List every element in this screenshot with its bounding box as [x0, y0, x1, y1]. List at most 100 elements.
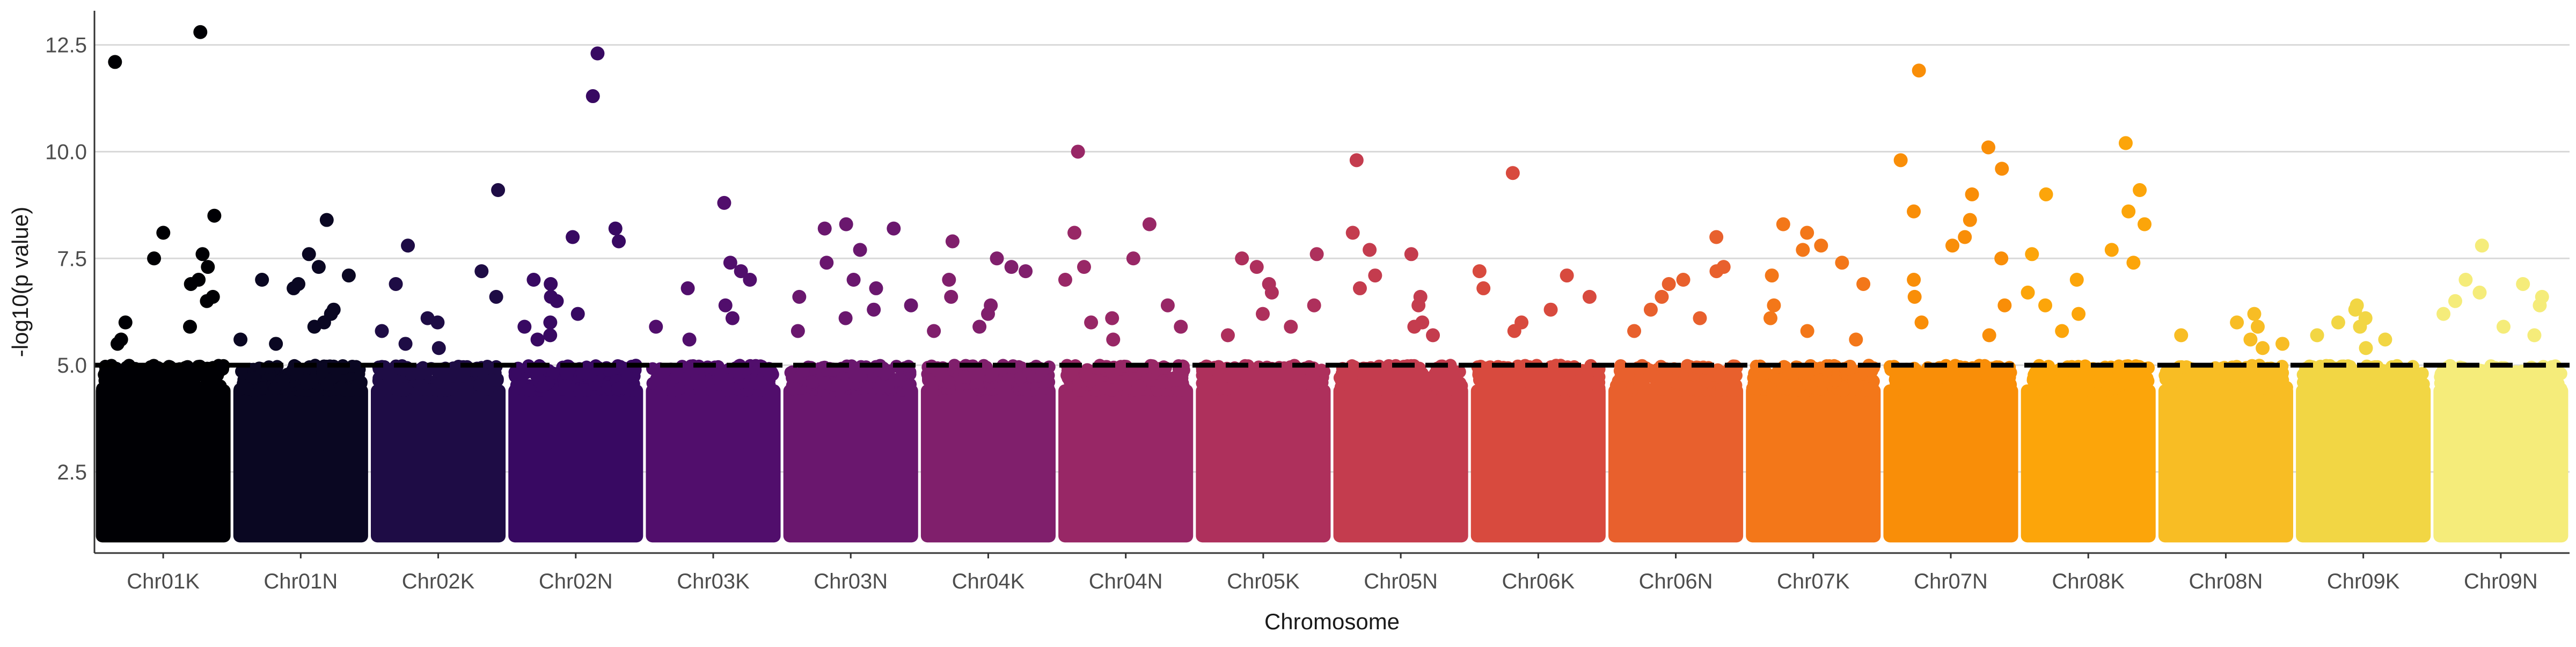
data-point	[334, 381, 348, 394]
x-tick-label: Chr08K	[2052, 570, 2125, 593]
baseline-point-band	[1058, 384, 1194, 543]
data-point	[678, 372, 691, 386]
data-point	[1126, 251, 1140, 266]
data-point	[2412, 370, 2425, 383]
data-point	[2436, 307, 2451, 321]
data-point	[1758, 380, 1771, 393]
data-point	[1157, 376, 1170, 389]
data-point	[2359, 341, 2373, 355]
data-point	[1352, 281, 1367, 295]
y-tick-label: 2.5	[57, 461, 87, 484]
data-point	[1980, 361, 1994, 374]
data-point	[972, 319, 987, 334]
data-point	[277, 374, 290, 387]
chromosome-group-chr03k	[646, 195, 781, 543]
data-point	[694, 374, 707, 387]
chromosome-group-chr06k	[1470, 166, 1606, 543]
data-point	[1772, 373, 1785, 387]
data-point	[1284, 319, 1298, 334]
data-point	[1264, 285, 1279, 300]
data-point	[608, 221, 623, 236]
data-point	[2072, 307, 2086, 321]
data-point	[430, 315, 445, 330]
data-point	[2435, 381, 2449, 395]
data-point	[215, 360, 228, 373]
data-point	[1718, 383, 1731, 396]
baseline-point-band	[920, 384, 1056, 543]
baseline-point-band	[1608, 384, 1744, 543]
data-point	[849, 366, 862, 379]
data-point	[1689, 381, 1702, 394]
data-point	[1160, 298, 1175, 312]
y-tick-label: 10.0	[45, 140, 87, 164]
x-tick-label: Chr09N	[2464, 570, 2538, 593]
data-point	[1098, 381, 1111, 395]
data-point	[201, 260, 215, 274]
baseline-point-band	[371, 384, 506, 543]
data-point	[1643, 302, 1658, 317]
panel-background	[94, 11, 2570, 553]
data-point	[1451, 365, 1464, 379]
data-point	[2053, 382, 2066, 395]
data-point	[2021, 285, 2035, 300]
data-point	[2038, 298, 2053, 312]
data-point	[2376, 383, 2390, 396]
data-point	[530, 332, 545, 347]
data-point	[1309, 247, 1324, 261]
data-point	[1729, 369, 1743, 382]
data-point	[1426, 328, 1440, 343]
data-point	[1835, 256, 1849, 270]
data-point	[806, 375, 819, 389]
data-point	[1507, 324, 1521, 338]
data-point	[1633, 377, 1646, 390]
data-point	[1106, 332, 1121, 347]
data-point	[1472, 264, 1487, 279]
chromosome-group-chr02k	[371, 183, 506, 543]
data-point	[491, 183, 506, 198]
data-point	[240, 382, 254, 395]
data-point	[819, 256, 834, 270]
baseline-point-band	[2158, 384, 2293, 543]
data-point	[2401, 374, 2414, 388]
data-point	[2472, 366, 2485, 379]
data-point	[1170, 373, 1183, 387]
data-point	[147, 251, 162, 266]
data-point	[1404, 247, 1418, 261]
data-point	[1307, 298, 1321, 312]
data-point	[2081, 383, 2095, 397]
chromosome-group-chr03n	[783, 217, 918, 543]
data-point	[517, 319, 532, 334]
data-point	[1227, 373, 1241, 387]
data-point	[1013, 372, 1027, 385]
data-point	[1941, 381, 1954, 395]
data-point	[2237, 369, 2251, 382]
data-point	[2331, 315, 2345, 330]
x-tick-label: Chr01K	[127, 570, 200, 593]
points-layer	[96, 25, 2568, 543]
data-point	[1958, 230, 1972, 244]
data-point	[1800, 324, 1814, 338]
data-point	[1796, 243, 1810, 257]
data-point	[1220, 382, 1233, 396]
x-tick-label: Chr05N	[1364, 570, 1438, 593]
y-axis-title: -log10(p value)	[8, 207, 33, 357]
data-point	[522, 383, 535, 397]
data-point	[1512, 381, 1525, 395]
data-point	[1407, 319, 1422, 334]
data-point	[2516, 277, 2530, 291]
data-point	[2348, 302, 2362, 317]
data-point	[474, 264, 489, 279]
data-point	[796, 364, 810, 377]
data-point	[311, 260, 326, 274]
data-point	[2213, 380, 2226, 394]
data-point	[1592, 383, 1606, 396]
data-point	[511, 380, 525, 394]
chromosome-group-chr05n	[1333, 153, 1468, 543]
data-point	[590, 46, 605, 61]
data-point	[412, 367, 425, 380]
data-point	[786, 371, 799, 384]
data-point	[1344, 377, 1358, 391]
data-point	[2102, 371, 2116, 384]
data-point	[2301, 380, 2314, 394]
data-point	[2226, 368, 2240, 382]
